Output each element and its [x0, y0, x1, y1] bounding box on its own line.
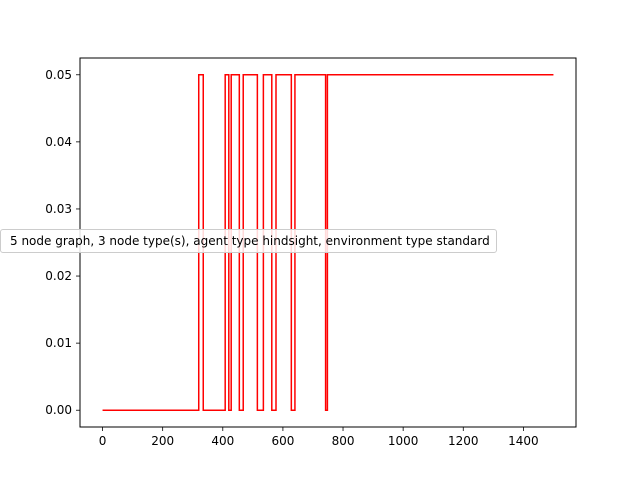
x-tick-label: 400 — [211, 434, 234, 448]
y-tick-label: 0.05 — [45, 68, 72, 82]
x-tick-label: 1200 — [448, 434, 479, 448]
x-tick-label: 1400 — [508, 434, 539, 448]
y-tick-label: 0.00 — [45, 403, 72, 417]
legend-entry-label: 5 node graph, 3 node type(s), agent type… — [10, 234, 490, 248]
x-tick-label: 600 — [271, 434, 294, 448]
x-tick-label: 200 — [151, 434, 174, 448]
legend: 5 node graph, 3 node type(s), agent type… — [0, 229, 497, 253]
x-axis: 0 200 400 600 800 1000 1200 1400 — [99, 427, 539, 448]
y-tick-label: 0.03 — [45, 202, 72, 216]
y-axis: 0.00 0.01 0.02 0.03 0.04 0.05 — [45, 68, 80, 417]
y-tick-label: 0.02 — [45, 269, 72, 283]
x-tick-label: 800 — [332, 434, 355, 448]
x-tick-label: 0 — [99, 434, 107, 448]
y-tick-label: 0.01 — [45, 336, 72, 350]
y-tick-label: 0.04 — [45, 135, 72, 149]
x-tick-label: 1000 — [388, 434, 419, 448]
